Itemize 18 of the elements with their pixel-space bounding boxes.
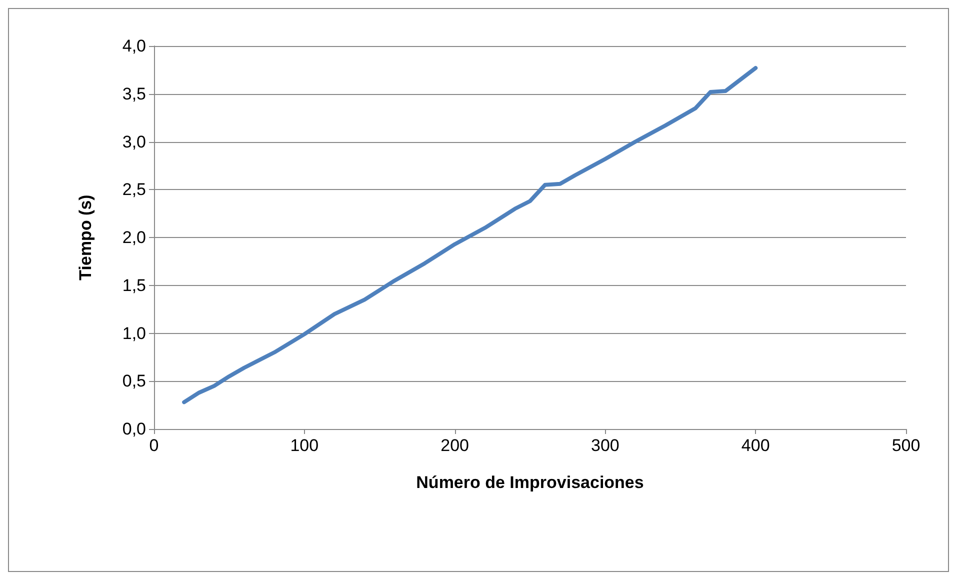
y-axis-title: Tiempo (s): [76, 194, 95, 280]
x-tick-label: 500: [892, 436, 920, 455]
x-axis-title: Número de Improvisaciones: [416, 473, 644, 492]
x-tick-label: 300: [591, 436, 620, 455]
y-tick-label: 2,5: [122, 180, 146, 200]
x-tick-label: 0: [149, 436, 159, 455]
y-tick-label: 3,5: [122, 84, 146, 104]
y-tick-label: 2,0: [122, 228, 146, 247]
y-tick-label: 0,5: [122, 372, 146, 391]
y-tick-label: 3,0: [122, 132, 146, 152]
y-tick-label: 1,0: [122, 324, 146, 343]
x-tick-label: 100: [290, 436, 319, 455]
x-tick-label: 400: [741, 436, 770, 455]
y-tick-label: 1,5: [122, 276, 146, 295]
line-series: [182, 66, 758, 404]
y-tick-label: 0,0: [122, 420, 146, 438]
x-tick-label: 200: [440, 436, 469, 455]
y-tick-label: 4,0: [122, 36, 146, 56]
